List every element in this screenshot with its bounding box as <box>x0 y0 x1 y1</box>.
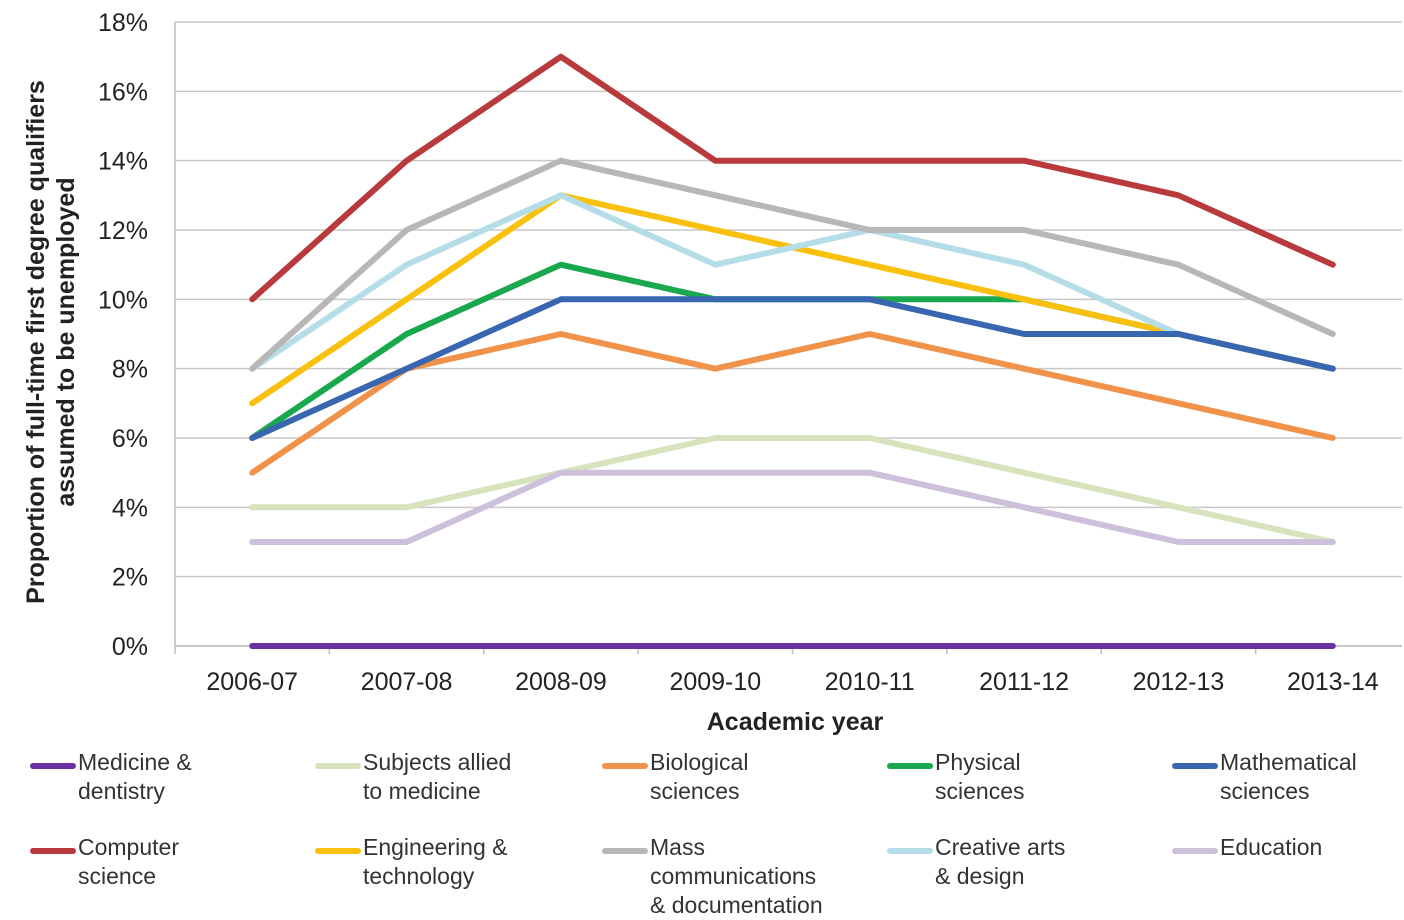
series-lines <box>249 53 1336 649</box>
legend-item: Biological sciences <box>602 748 748 806</box>
series-line <box>249 331 1336 476</box>
y-tick-label: 0% <box>112 633 148 661</box>
legend-item: Mass communications & documentation <box>602 833 823 920</box>
legend-item: Creative arts & design <box>887 833 1065 891</box>
legend-label: Education <box>1220 834 1323 860</box>
x-tick-label: 2012-13 <box>1133 668 1225 696</box>
y-tick-label: 4% <box>112 494 148 522</box>
series-line <box>249 157 1336 372</box>
series-line <box>249 469 1336 545</box>
legend-swatch <box>1172 763 1218 769</box>
legend-swatch <box>602 848 648 854</box>
x-axis-title: Academic year <box>707 708 884 736</box>
legend-label: Mass communications & documentation <box>650 834 823 918</box>
y-tick-label: 10% <box>98 286 148 314</box>
x-tick-label: 2008-09 <box>515 668 607 696</box>
y-tick-label: 2% <box>112 564 148 592</box>
series-line <box>249 435 1336 545</box>
legend-label: Mathematical sciences <box>1220 749 1357 804</box>
legend-swatch <box>315 848 361 854</box>
y-axis: 0% 2% 4% 6% 8% 10% 12% 14% 16% 18% <box>98 9 148 661</box>
y-tick-label: 8% <box>112 356 148 384</box>
x-tick-label: 2013-14 <box>1287 668 1379 696</box>
legend-swatch <box>30 848 76 854</box>
y-tick-label: 6% <box>112 425 148 453</box>
x-tick-label: 2007-08 <box>361 668 453 696</box>
y-axis-title: Proportion of full-time first degree qua… <box>22 80 80 604</box>
legend-item: Education <box>1172 833 1322 862</box>
y-tick-label: 12% <box>98 217 148 245</box>
series-line <box>249 53 1336 303</box>
legend-swatch <box>602 763 648 769</box>
y-tick-label: 18% <box>98 9 148 37</box>
y-tick-label: 16% <box>98 78 148 106</box>
x-tick-label: 2010-11 <box>825 668 915 696</box>
series-line <box>249 296 1336 441</box>
legend-label: Computer science <box>78 834 179 889</box>
legend-label: Physical sciences <box>935 749 1025 804</box>
legend-swatch <box>315 763 361 769</box>
legend-label: Subjects allied to medicine <box>363 749 512 804</box>
legend-label: Biological sciences <box>650 749 749 804</box>
legend-label: Medicine & dentistry <box>78 749 192 804</box>
legend-item: Subjects allied to medicine <box>315 748 511 806</box>
legend-swatch <box>887 848 933 854</box>
legend-label: Creative arts & design <box>935 834 1066 889</box>
series-line <box>249 192 1336 372</box>
legend-item: Medicine & dentistry <box>30 748 192 806</box>
legend-item: Computer science <box>30 833 179 891</box>
y-tick-label: 14% <box>98 148 148 176</box>
x-axis: 2006-07 2007-08 2008-09 2009-10 2010-11 2011-… <box>174 22 1402 696</box>
x-tick-label: 2009-10 <box>669 668 761 696</box>
legend-label: Engineering & technology <box>363 834 508 889</box>
legend-item: Engineering & technology <box>315 833 508 891</box>
line-chart: 0% 2% 4% 6% 8% 10% 12% 14% 16% 18% 2006-07 2007-08… <box>22 9 1402 736</box>
legend-swatch <box>887 763 933 769</box>
x-tick-label: 2006-07 <box>206 668 298 696</box>
legend: Medicine & dentistry Subjects allied to m… <box>30 744 1400 918</box>
legend-swatch <box>1172 848 1218 854</box>
legend-item: Mathematical sciences <box>1172 748 1357 806</box>
x-tick-label: 2011-12 <box>979 668 1069 696</box>
legend-item: Physical sciences <box>887 748 1024 806</box>
legend-swatch <box>30 763 76 769</box>
